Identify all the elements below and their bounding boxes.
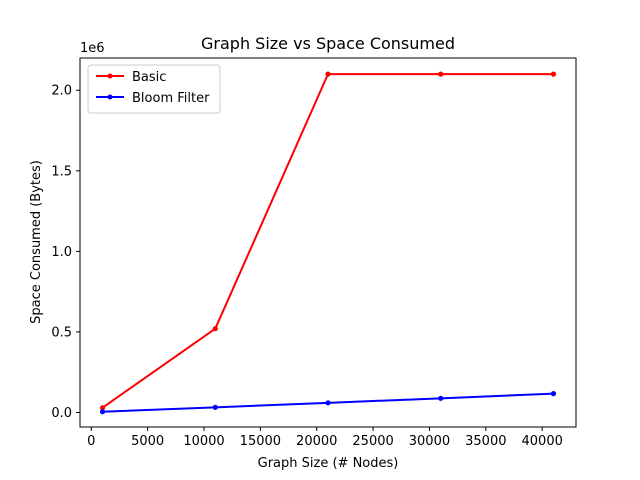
- x-axis-ticks: 0 5000 10000 15000 20000 25000 30000 35000 40000: [87, 427, 563, 449]
- x-tick-label: 35000: [465, 434, 506, 449]
- data-point-basic: [212, 326, 218, 332]
- y-axis-ticks: 0.0 0.5 1.0 1.5 2.0: [51, 84, 80, 421]
- legend: Basic Bloom Filter: [87, 64, 221, 114]
- x-tick-label: 25000: [352, 434, 393, 449]
- chart-title: Graph Size vs Space Consumed: [201, 34, 455, 53]
- y-tick-label: 0.0: [51, 406, 72, 421]
- x-axis-label: Graph Size (# Nodes): [258, 456, 399, 471]
- y-axis-label: Space Consumed (Bytes): [29, 160, 44, 324]
- x-tick-label: 20000: [296, 434, 337, 449]
- data-point-bloom-filter: [99, 409, 106, 415]
- y-offset-label: 1e6: [80, 41, 105, 56]
- x-tick-label: 5000: [131, 434, 164, 449]
- x-tick-label: 10000: [183, 434, 224, 449]
- legend-basic-label: Basic: [132, 70, 166, 85]
- data-point-bloom-filter: [550, 391, 557, 397]
- series-layer: [99, 71, 557, 415]
- data-point-bloom-filter: [438, 395, 444, 401]
- y-tick-label: 1.5: [51, 164, 72, 179]
- x-tick-label: 15000: [240, 434, 281, 449]
- data-point-basic: [99, 405, 106, 411]
- data-point-basic: [550, 71, 557, 77]
- data-point-bloom-filter: [212, 404, 218, 410]
- data-point-basic: [438, 71, 444, 77]
- y-tick-label: 1.0: [51, 245, 72, 260]
- y-tick-label: 0.5: [51, 325, 72, 340]
- x-tick-label: 0: [87, 434, 95, 449]
- data-point-bloom-filter: [325, 400, 331, 406]
- legend-bloom-filter-label: Bloom Filter: [132, 91, 210, 106]
- x-tick-label: 40000: [522, 434, 563, 449]
- x-tick-label: 30000: [409, 434, 450, 449]
- plot-frame: [79, 57, 577, 428]
- legend-basic-marker: [107, 73, 113, 79]
- legend-bloom-filter-marker: [107, 94, 113, 100]
- y-tick-label: 2.0: [51, 84, 72, 99]
- data-point-basic: [325, 71, 331, 77]
